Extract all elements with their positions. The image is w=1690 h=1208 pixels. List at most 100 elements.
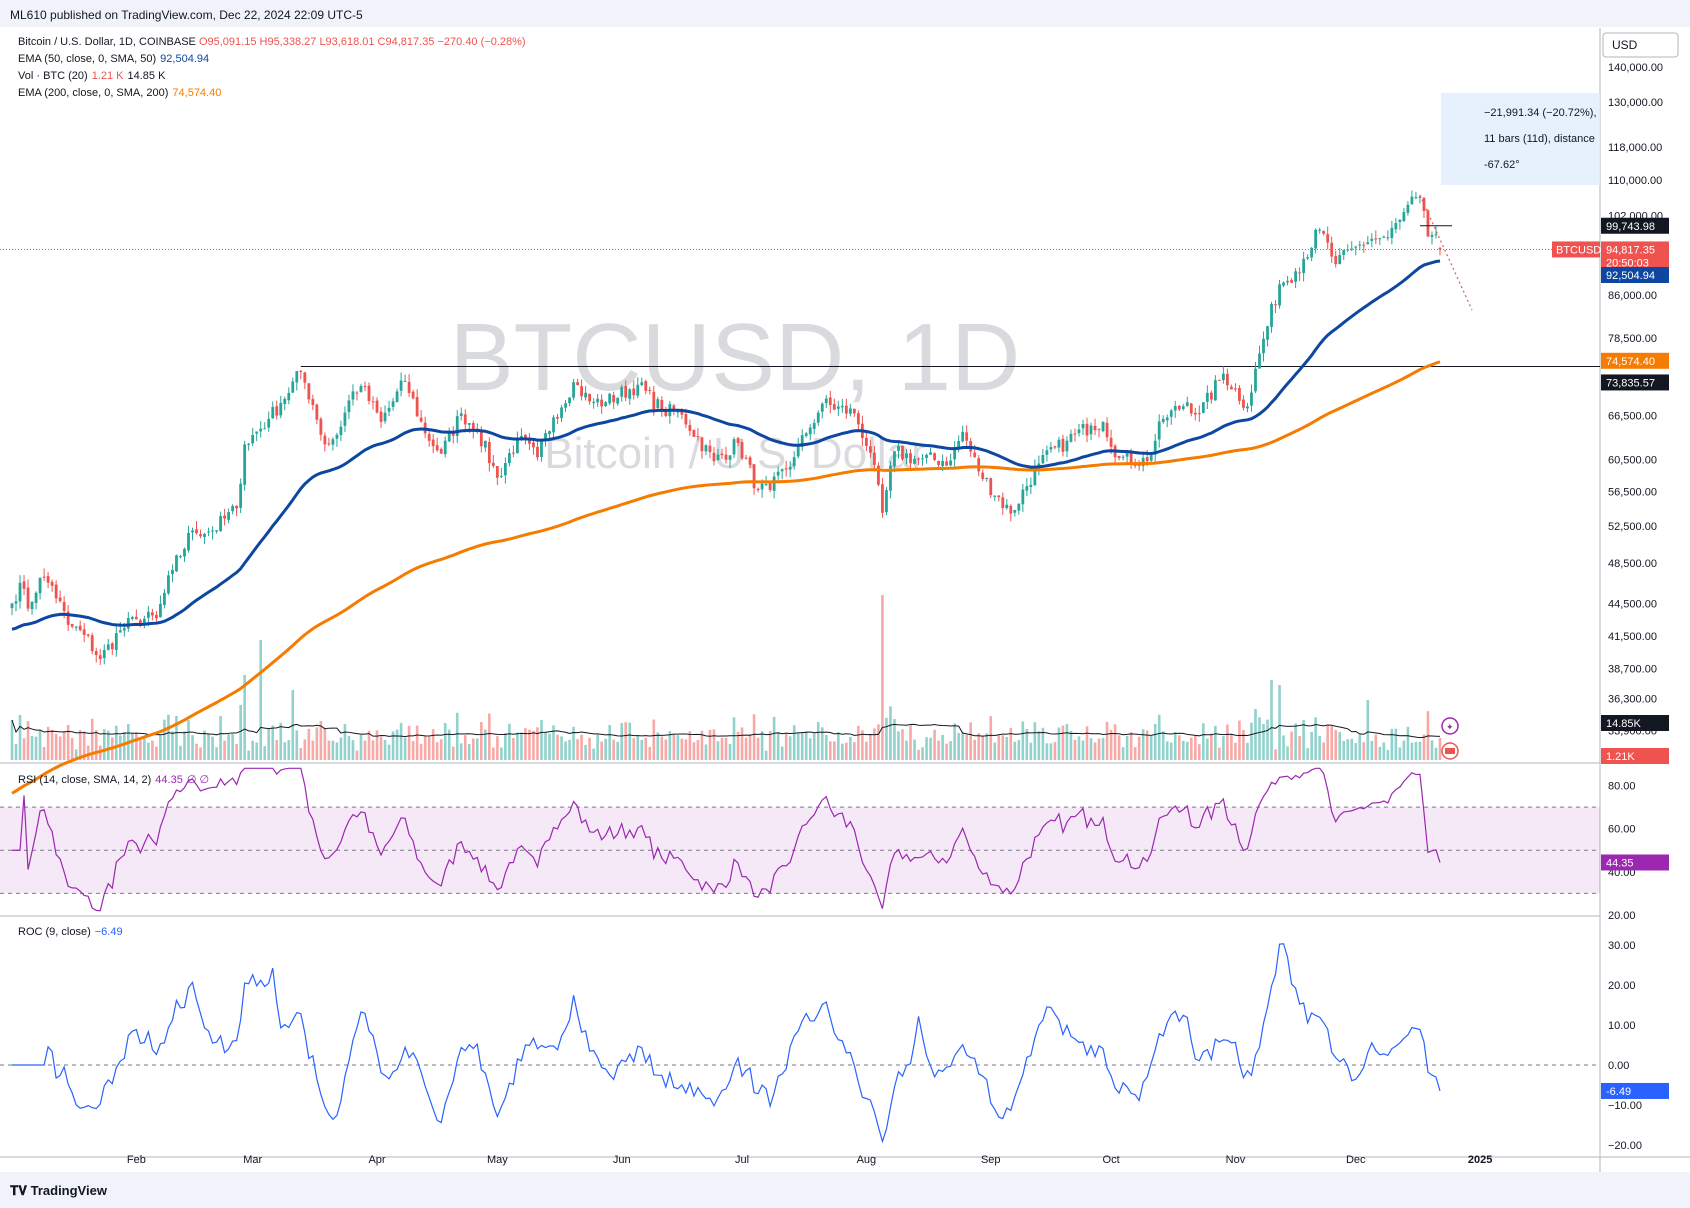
volume-bar <box>1173 731 1177 760</box>
candle-body <box>66 611 70 625</box>
volume-bar <box>1410 742 1414 760</box>
candle-body <box>355 392 359 394</box>
volume-bar <box>1073 739 1077 760</box>
legend-roc[interactable]: ROC (9, close) −6.49 <box>18 926 123 938</box>
volume-bar <box>556 734 559 760</box>
volume-bar <box>419 743 423 760</box>
candle-body <box>1109 437 1113 447</box>
price-tick-label: 66,500.00 <box>1608 410 1657 422</box>
candle-body <box>720 453 724 456</box>
volume-bar <box>945 743 948 760</box>
candle-body <box>1414 197 1418 199</box>
volume-bar <box>367 730 371 760</box>
volume-bar <box>760 731 764 760</box>
volume-bar <box>849 736 852 760</box>
candle-body <box>491 462 495 466</box>
volume-bar <box>1069 730 1073 760</box>
volume-bar <box>1290 731 1293 760</box>
candle-body <box>536 446 539 458</box>
volume-bar <box>175 715 178 760</box>
volume-bar <box>1149 736 1153 760</box>
rsi-tick-label: 60.00 <box>1608 824 1636 836</box>
candle-body <box>1394 223 1398 230</box>
legend-rsi[interactable]: RSI (14, close, SMA, 14, 2) 44.35 ∅ ∅ <box>18 773 209 786</box>
volume-bar <box>628 722 632 760</box>
volume-bar <box>1198 744 1201 760</box>
volume-bar <box>1005 736 1009 760</box>
volume-bar <box>877 724 880 760</box>
volume-bar <box>1190 737 1193 760</box>
candle-body <box>1025 486 1029 491</box>
candle-body <box>877 465 880 485</box>
currency-button[interactable] <box>1602 32 1679 58</box>
candle-body <box>219 516 222 532</box>
volume-bar <box>355 750 359 760</box>
candle-body <box>183 548 186 557</box>
volume-bar <box>1338 731 1342 760</box>
candle-body <box>592 401 596 403</box>
volume-bar <box>708 729 712 760</box>
volume-bar <box>800 732 804 760</box>
candle-body <box>656 399 660 408</box>
candle-body <box>311 399 315 405</box>
volume-bar <box>764 750 768 760</box>
candle-body <box>142 618 146 625</box>
candle-body <box>568 397 571 404</box>
volume-bar <box>752 714 756 760</box>
high-level-tag <box>1601 217 1669 234</box>
legend-main[interactable]: Bitcoin / U.S. Dollar, 1D, COINBASE O95,… <box>18 36 526 48</box>
legend-volume[interactable]: Vol · BTC (20) 1.21 K 14.85 K <box>18 70 165 82</box>
volume-bar <box>889 706 892 760</box>
resist-label: 73,835.57 <box>1606 377 1655 389</box>
candle-body <box>816 412 820 423</box>
candle-body <box>1165 417 1169 421</box>
countdown-label: 20:50:03 <box>1606 257 1649 269</box>
candle-body <box>1189 403 1193 414</box>
candle-body <box>351 391 355 400</box>
volume-bar <box>167 714 170 760</box>
volume-bar <box>885 717 888 760</box>
candle-body <box>700 437 704 452</box>
volume-bar <box>1418 741 1422 760</box>
legend-ema50-value: 92,504.94 <box>160 53 210 65</box>
tradingview-logo[interactable]: 𝐓𝐕 TradingView <box>10 1183 107 1198</box>
volume-bar <box>1362 742 1366 760</box>
price-tick-label: 44,500.00 <box>1608 598 1657 610</box>
candle-body <box>1037 463 1041 468</box>
candle-body <box>864 437 868 446</box>
legend-ema50[interactable]: EMA (50, close, 0, SMA, 50) 92,504.94 <box>18 53 209 65</box>
indicator-icon-glyph: ✦ <box>1446 722 1454 732</box>
price-tick-label: 130,000.00 <box>1608 97 1663 109</box>
roc-label: -6.49 <box>1606 1086 1631 1098</box>
volume-bar <box>403 737 407 760</box>
candle-body <box>383 412 387 422</box>
volume-bar <box>1161 731 1165 760</box>
volume-bar <box>1246 742 1249 760</box>
volume-bar <box>1081 740 1085 760</box>
candle-body <box>150 612 154 616</box>
volume-bar <box>439 739 443 760</box>
volume-bar <box>792 725 796 760</box>
candle-body <box>287 393 291 401</box>
candle-body <box>532 442 535 448</box>
volume-bar <box>1326 725 1329 760</box>
candle-body <box>1386 237 1390 239</box>
candle-body <box>604 402 608 406</box>
volume-bar <box>379 736 383 760</box>
volume-bar <box>1306 748 1309 760</box>
measure-box <box>1441 93 1600 185</box>
volume-bar <box>1109 729 1113 760</box>
candle-body <box>897 445 900 451</box>
volume-bar <box>901 729 904 760</box>
volume-bar <box>648 746 652 760</box>
candle-body <box>544 433 547 440</box>
legend-ema200[interactable]: EMA (200, close, 0, SMA, 200) 74,574.40 <box>18 87 221 99</box>
volume-bar <box>696 740 700 760</box>
candle-body <box>1177 405 1181 410</box>
volume-bar <box>584 744 587 760</box>
ema50-tag <box>1601 266 1669 283</box>
candle-body <box>359 386 363 392</box>
volume-bar <box>1378 746 1382 760</box>
volume-bar <box>845 742 848 760</box>
